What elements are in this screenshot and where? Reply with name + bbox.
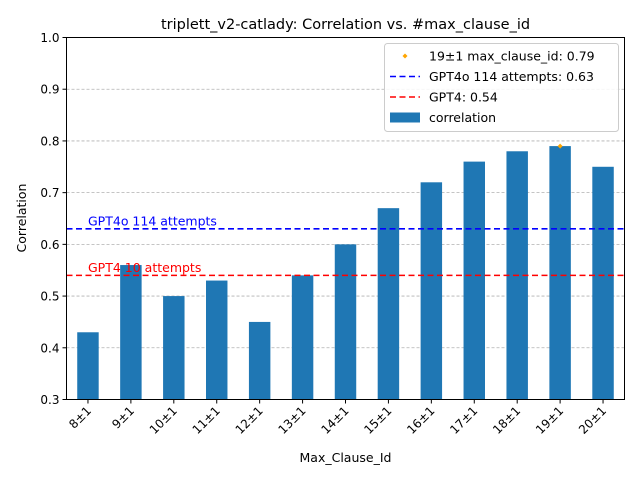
y-tick-label: 1.0 <box>40 31 59 45</box>
legend-box <box>384 43 619 132</box>
legend-label-0: 19±1 max_clause_id: 0.79 <box>429 49 595 64</box>
reference-lines: GPT4o 114 attempts GPT4 10 attempts <box>66 213 625 277</box>
y-tick-label: 0.4 <box>40 341 59 355</box>
bar-11±1 <box>206 280 228 400</box>
y-axis-label: Correlation <box>14 184 29 253</box>
y-axis: 0.3 0.4 0.5 0.6 0.7 0.8 0.9 1.0 <box>40 31 67 407</box>
highlight-marker <box>557 143 563 149</box>
bar-16±1 <box>420 182 443 400</box>
legend-label-2: GPT4: 0.54 <box>429 90 498 105</box>
bar-12±1 <box>248 321 271 400</box>
y-tick-label: 0.6 <box>40 238 59 252</box>
bars <box>77 146 614 400</box>
bar-19±1 <box>549 146 571 400</box>
bar-8±1 <box>77 332 99 400</box>
y-tick-label: 0.8 <box>40 134 59 148</box>
legend-label-1: GPT4o 114 attempts: 0.63 <box>429 69 594 84</box>
bar-10±1 <box>163 296 185 400</box>
legend-patch <box>390 112 420 123</box>
y-tick-label: 0.7 <box>40 186 59 200</box>
y-tick-label: 0.3 <box>40 393 59 407</box>
y-tick-label: 0.9 <box>40 83 59 97</box>
legend-marker-highlight <box>402 53 408 59</box>
y-tick-label: 0.5 <box>40 290 59 304</box>
bar-17±1 <box>463 161 485 400</box>
chart-title: triplett_v2-catlady: Correlation vs. #ma… <box>161 17 530 33</box>
grid-lines <box>66 88 625 349</box>
reference-line-label-1: GPT4 10 attempts <box>88 260 201 275</box>
reference-line-label-0: GPT4o 114 attempts <box>88 213 217 228</box>
x-axis-label: Max_Clause_Id <box>300 450 392 465</box>
legend: 19±1 max_clause_id: 0.79 GPT4o 114 attemp… <box>384 43 619 132</box>
bar-15±1 <box>377 208 400 400</box>
bar-13±1 <box>291 275 314 400</box>
legend-label-3: correlation <box>429 110 496 125</box>
highlight-marker-group <box>557 143 563 149</box>
bar-9±1 <box>120 265 142 400</box>
bar-14±1 <box>334 244 357 400</box>
bar-20±1 <box>592 166 614 400</box>
